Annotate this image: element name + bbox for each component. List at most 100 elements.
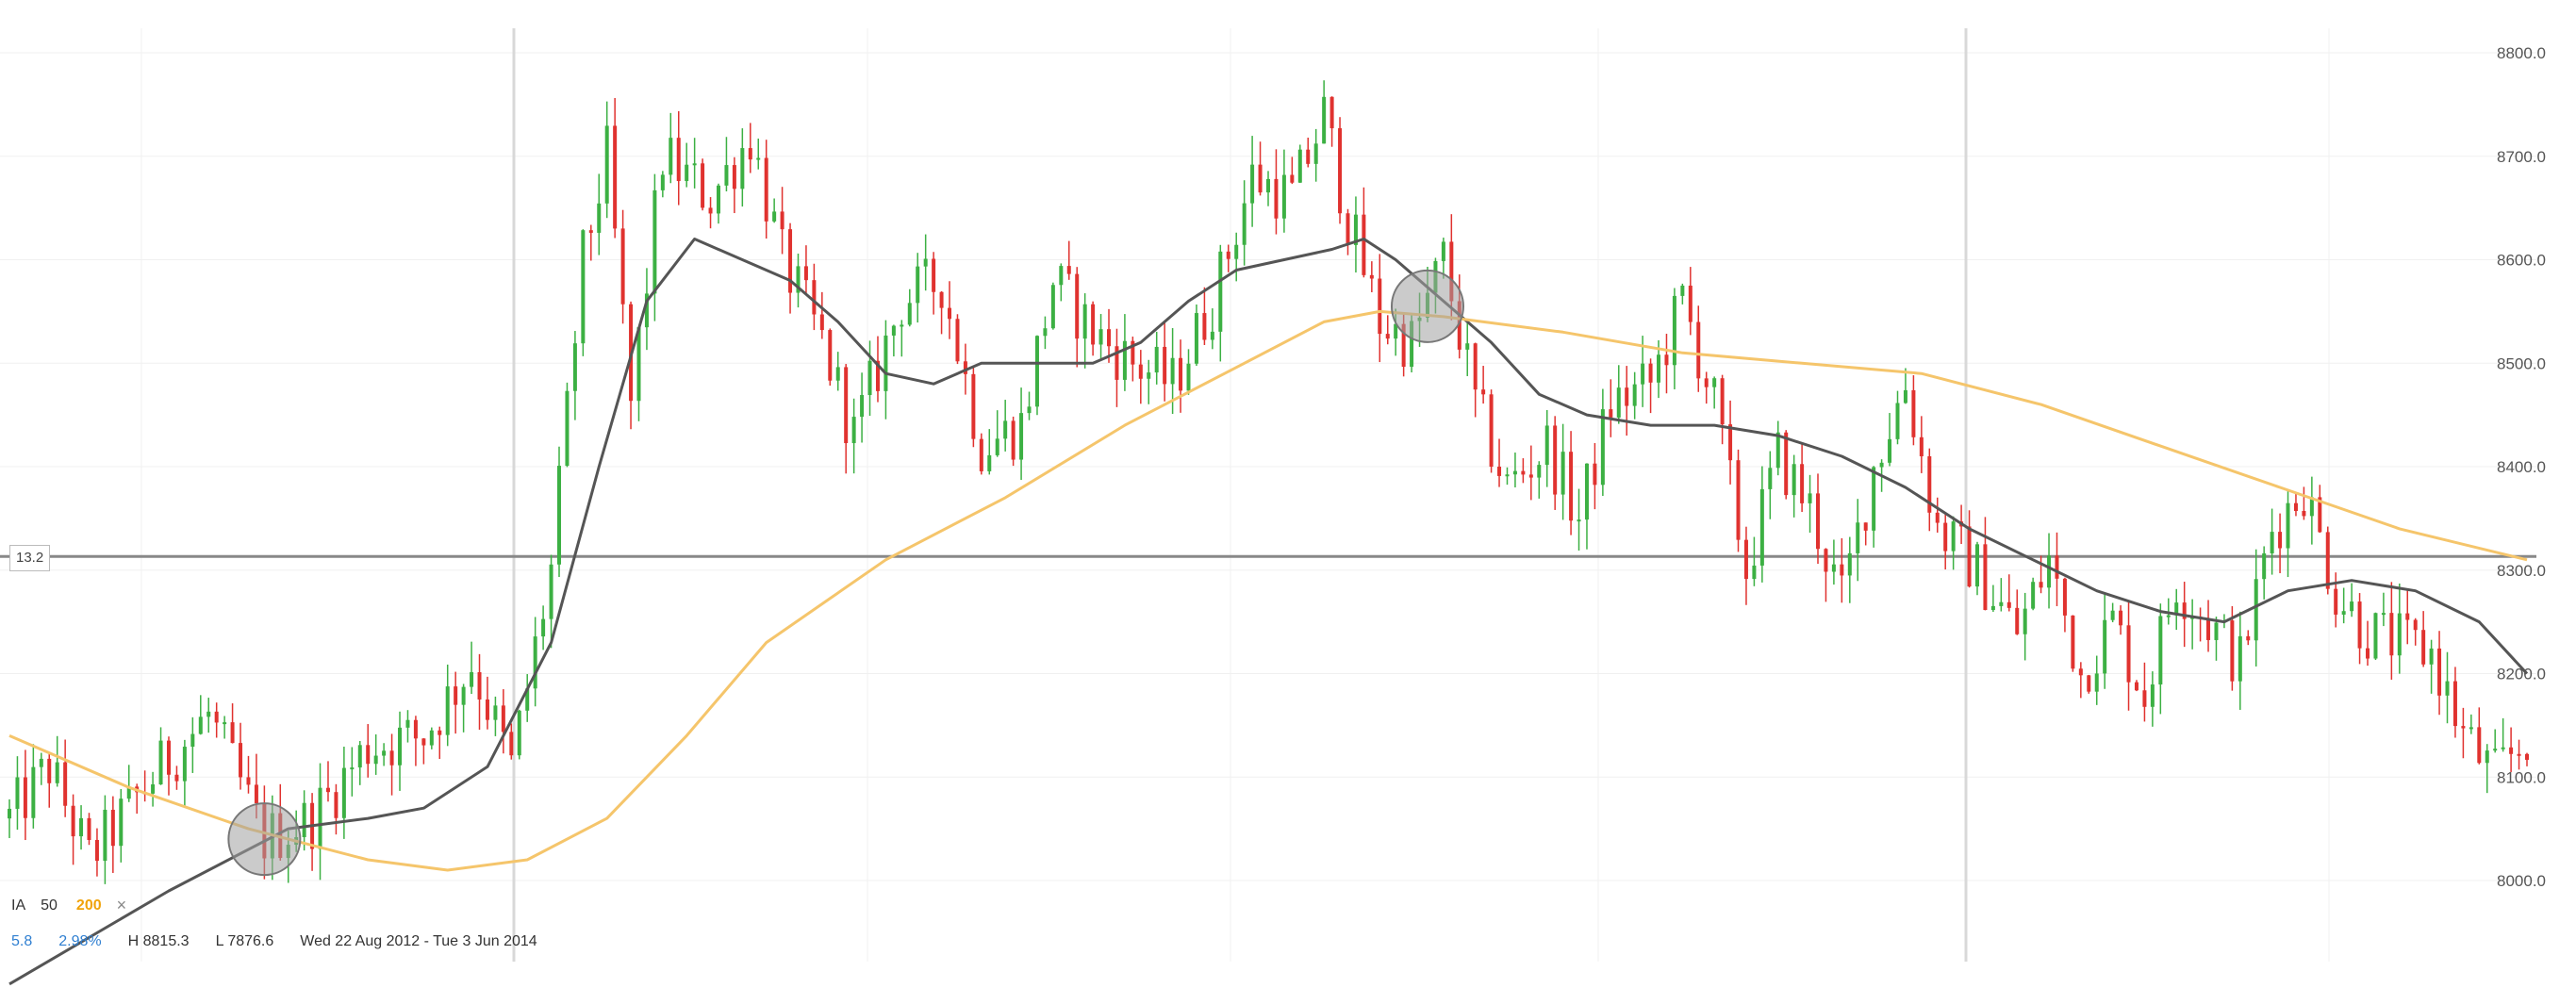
candle-body	[2485, 750, 2489, 764]
candle-body	[1481, 389, 1486, 395]
candle-body	[1544, 425, 1549, 466]
candle-body	[963, 361, 967, 374]
candle-body	[1584, 463, 1589, 520]
candle-body	[87, 817, 91, 840]
candle-body	[470, 672, 474, 687]
y-tick-label: 8100.0	[2497, 768, 2546, 786]
low-value: L 7876.6	[215, 933, 274, 949]
candle-body	[1919, 436, 1924, 457]
candle-body	[429, 730, 434, 746]
candle-body	[461, 686, 466, 705]
candle-body	[1600, 409, 1605, 486]
candle-body	[405, 719, 410, 728]
candle-body	[756, 157, 761, 160]
candle-body	[485, 699, 489, 720]
candle-body	[413, 719, 418, 739]
candle-body	[182, 747, 187, 782]
annotations	[227, 269, 1464, 877]
candle-body	[382, 750, 387, 756]
candle-body	[334, 792, 339, 818]
candle-body	[1911, 389, 1916, 437]
candle-body	[1290, 174, 1295, 183]
candle-body	[1410, 321, 1414, 368]
candle-body	[1664, 354, 1669, 366]
close-icon[interactable]: ×	[116, 896, 127, 914]
candle-body	[1082, 304, 1087, 339]
candle-body	[764, 157, 768, 222]
candle-body	[2461, 726, 2466, 729]
candle-body	[1497, 467, 1502, 476]
candle-body	[1329, 96, 1334, 129]
candle-body	[71, 805, 75, 837]
candle-body	[2350, 601, 2354, 612]
candle-body	[445, 686, 450, 735]
candle-body	[1872, 467, 1876, 531]
candle-body	[780, 211, 784, 230]
candle-body	[1369, 274, 1374, 279]
ma50-line	[8, 238, 2529, 986]
candle-body	[1338, 128, 1343, 214]
candle-body	[2302, 511, 2306, 517]
candle-body	[533, 636, 537, 689]
candle-body	[557, 466, 562, 565]
candle-body	[302, 802, 306, 837]
candle-body	[748, 148, 752, 160]
candle-body	[1759, 488, 1764, 566]
candle-body	[2174, 602, 2179, 616]
candle-body	[597, 203, 602, 233]
candle-body	[2413, 619, 2418, 631]
candle-body	[2517, 753, 2521, 756]
candle-body	[2094, 673, 2099, 692]
candle-body	[1091, 304, 1096, 345]
candle-body	[541, 618, 546, 637]
candle-body	[2158, 616, 2163, 685]
y-tick-label: 8200.0	[2497, 666, 2546, 683]
ma200-toggle[interactable]: 200	[75, 897, 102, 914]
candle-body	[572, 343, 577, 391]
candle-body	[1226, 251, 1230, 259]
candle-body	[517, 710, 521, 756]
candle-body	[916, 266, 920, 304]
y-tick-label: 8300.0	[2497, 562, 2546, 580]
price-stats: 5.8 2.98% H 8815.3 L 7876.6 Wed 22 Aug 2…	[11, 933, 537, 950]
candle-body	[1696, 321, 1701, 379]
candle-body	[1712, 378, 1717, 387]
candle-body	[1688, 285, 1693, 322]
candle-body	[2206, 618, 2211, 640]
candle-body	[1577, 519, 1581, 522]
candle-body	[1593, 463, 1597, 486]
candle-body	[2270, 532, 2274, 553]
candle-body	[1115, 346, 1119, 380]
candle-body	[1792, 464, 1796, 496]
candle-body	[151, 784, 156, 794]
candle-body	[1297, 149, 1302, 183]
ma50-toggle[interactable]: 50	[41, 897, 58, 914]
candle-body	[373, 755, 378, 765]
candle-body	[2421, 630, 2426, 665]
gridlines	[0, 28, 2536, 962]
candle-body	[860, 395, 865, 418]
y-tick-label: 8800.0	[2497, 44, 2546, 62]
candle-body	[565, 390, 570, 467]
candle-body	[1242, 203, 1247, 245]
candle-body	[325, 787, 330, 793]
candle-body	[2286, 502, 2290, 549]
candle-body	[844, 367, 849, 444]
y-tick-label: 8400.0	[2497, 458, 2546, 476]
candle-body	[2397, 613, 2402, 656]
candle-body	[1034, 336, 1039, 407]
candle-body	[812, 280, 817, 315]
candle-body	[1306, 149, 1311, 164]
candle-body	[223, 722, 227, 725]
candle-body	[2039, 582, 2043, 588]
candle-body	[1999, 601, 2004, 606]
candle-body	[1569, 452, 1574, 521]
candle-body	[1641, 363, 1645, 385]
candle-body	[8, 808, 11, 819]
candle-body	[1050, 285, 1055, 329]
candle-body	[1163, 346, 1167, 385]
candle-body	[1385, 334, 1390, 339]
candle-body	[1274, 178, 1279, 219]
candle-body	[851, 417, 856, 444]
